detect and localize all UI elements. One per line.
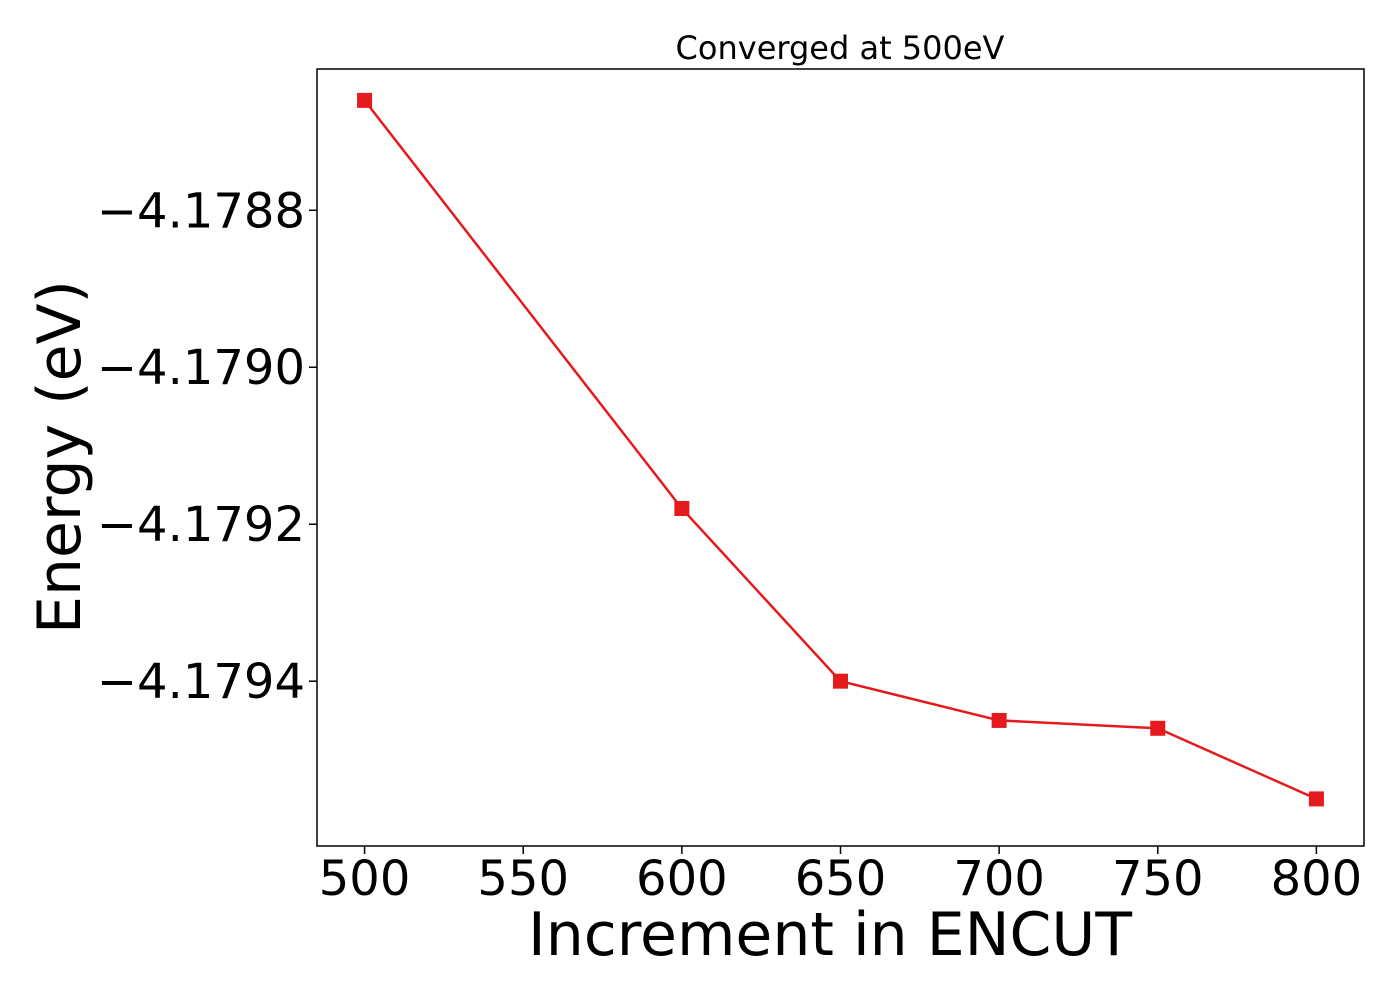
y-tick-label: −4.1790 [97, 340, 305, 396]
data-point-marker [357, 92, 373, 108]
axis-layer: 500 550 600 650 700 750 800 −4.1788 −4.1790 −4.17… [97, 183, 1362, 907]
x-tick-label: 650 [795, 851, 887, 907]
y-tick-label: −4.1788 [97, 183, 305, 239]
x-tick-label: 600 [636, 851, 728, 907]
series-layer [357, 92, 1324, 807]
y-axis-label: Energy (eV) [25, 280, 95, 634]
y-tick-label: −4.1792 [97, 497, 305, 553]
chart-title: Converged at 500eV [676, 29, 1005, 67]
series-line [363, 99, 1318, 801]
data-point-marker [674, 501, 690, 517]
y-tick-label: −4.1794 [97, 654, 305, 710]
data-point-marker [1150, 720, 1166, 736]
data-point-marker [833, 673, 848, 689]
data-point-marker [1308, 791, 1324, 807]
x-tick-label: 800 [1271, 851, 1363, 907]
data-point-marker [991, 712, 1007, 728]
plot-frame [316, 68, 1365, 847]
x-tick-label: 500 [319, 851, 411, 907]
x-tick-label: 700 [953, 851, 1045, 907]
x-axis-label: Increment in ENCUT [528, 900, 1132, 970]
x-tick-label: 750 [1112, 851, 1204, 907]
x-tick-label: 550 [477, 851, 569, 907]
